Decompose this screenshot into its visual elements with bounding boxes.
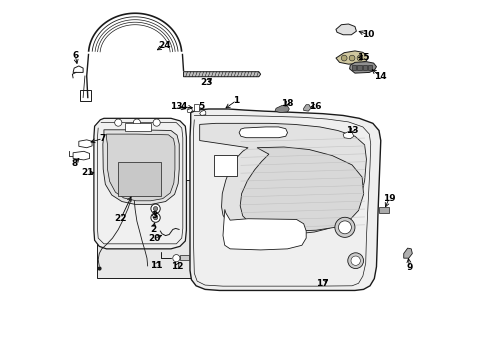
Text: 2: 2 [150,225,156,234]
Circle shape [334,217,354,237]
Circle shape [172,255,180,262]
Polygon shape [106,134,175,201]
Text: 23: 23 [200,78,213,87]
Text: 3: 3 [151,211,157,220]
Polygon shape [190,109,380,291]
Polygon shape [79,140,92,148]
Polygon shape [240,147,363,231]
Bar [367,64,371,69]
Text: 18: 18 [280,99,292,108]
Polygon shape [94,118,186,249]
Polygon shape [403,248,411,258]
Polygon shape [343,132,353,139]
Polygon shape [73,66,83,72]
Polygon shape [239,127,287,138]
Text: 1: 1 [233,96,239,105]
Circle shape [153,119,160,126]
Polygon shape [97,180,190,278]
Text: 24: 24 [158,41,171,50]
Polygon shape [187,108,192,113]
Text: 17: 17 [316,279,328,288]
Text: 4: 4 [180,102,186,111]
Polygon shape [80,90,91,101]
Text: 12: 12 [170,262,183,271]
Circle shape [151,204,160,213]
Polygon shape [223,210,305,250]
Polygon shape [183,72,260,77]
Text: 13: 13 [170,102,182,111]
Polygon shape [335,51,367,64]
Circle shape [341,55,346,61]
Polygon shape [335,24,356,35]
Bar [214,155,237,176]
Text: 22: 22 [114,214,127,223]
Bar [180,255,188,260]
Bar [357,64,361,69]
Text: 10: 10 [361,30,374,39]
Bar [362,64,366,69]
Polygon shape [274,105,289,113]
Circle shape [115,119,122,126]
Text: 6: 6 [72,51,78,60]
Polygon shape [199,110,205,116]
Text: 14: 14 [373,72,386,81]
Text: 21: 21 [81,168,94,177]
Circle shape [133,119,140,126]
Polygon shape [73,151,89,160]
Circle shape [153,207,158,211]
Text: 9: 9 [406,263,412,272]
Text: 15: 15 [356,53,368,62]
Bar [118,162,161,196]
Text: 16: 16 [308,102,321,111]
Circle shape [348,55,354,61]
Text: 19: 19 [382,194,394,203]
Polygon shape [102,130,179,204]
Text: 7: 7 [100,134,106,143]
Circle shape [338,221,351,234]
Circle shape [350,256,360,265]
Text: 13: 13 [345,126,358,135]
Circle shape [151,213,160,222]
Polygon shape [349,62,376,73]
Bar [378,207,388,213]
Polygon shape [199,123,366,234]
Bar [125,123,150,131]
Bar [351,64,356,69]
Bar [193,104,198,111]
Text: 20: 20 [148,234,160,243]
Text: 5: 5 [198,102,204,111]
Circle shape [347,253,363,269]
Text: 8: 8 [71,159,77,168]
Text: 11: 11 [150,261,163,270]
Circle shape [356,55,362,61]
Polygon shape [303,105,310,111]
Circle shape [153,216,158,220]
